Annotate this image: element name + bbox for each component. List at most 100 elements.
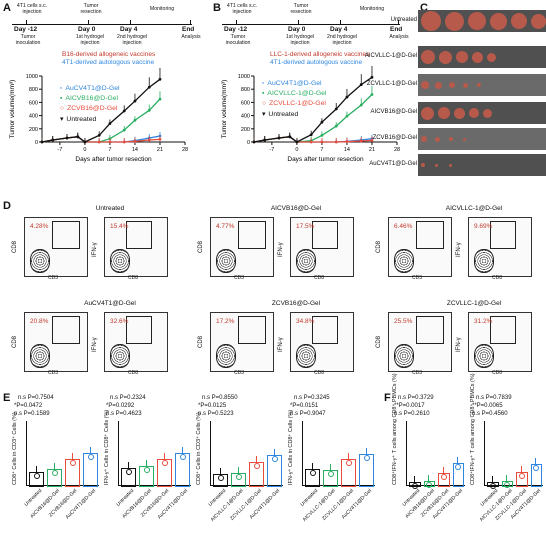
cd3-percentage: 25.5% [394, 318, 413, 325]
y-axis-label: CD8 [376, 240, 382, 253]
y-axis-label: CD8 [12, 335, 18, 348]
timeline-top-1: 4T1 cells s.c. injection [226, 3, 258, 15]
bar [359, 454, 374, 487]
tumor-specimen [472, 51, 483, 63]
data-point [411, 482, 418, 489]
data-point [158, 77, 162, 81]
series-line [41, 98, 161, 143]
gate-box [238, 316, 266, 344]
tumor-row [418, 74, 546, 96]
stat-label: n.s P=0.2610 [394, 411, 430, 417]
data-point [345, 95, 349, 99]
cd3-percentage: 6.46% [394, 223, 413, 230]
stat-label: n.s P=0.9047 [290, 411, 326, 417]
error-bar [535, 457, 537, 464]
flow-group-title: AICVLLC-1@D-Gel [445, 205, 503, 212]
data-point [370, 138, 374, 142]
data-point [320, 120, 324, 124]
data-point [345, 140, 349, 144]
data-point [345, 114, 349, 118]
bar [267, 455, 282, 487]
cd8-percentage: 15.4% [110, 223, 129, 230]
bar [305, 469, 320, 487]
day-label-3: Day 4 [120, 26, 138, 33]
legend-item: ○ ZCVB16@D-Gel [60, 105, 118, 112]
bar [121, 467, 136, 487]
data-point [122, 140, 126, 144]
timeline-bottom-3: 2nd hydrogel injection [327, 34, 357, 46]
flow-group-title: ZCVB16@D-Gel [271, 300, 321, 307]
data-point [65, 136, 69, 140]
cd3-plot [388, 312, 452, 372]
data-point [252, 140, 256, 144]
vaccine-line-1: B16-derived allogeneic vaccines [62, 51, 156, 58]
timeline-top-3: Monitoring [359, 6, 385, 12]
error-bar [127, 461, 129, 468]
data-point [334, 140, 338, 144]
gate-box [52, 221, 80, 249]
error-bar [491, 475, 493, 482]
x-axis-label: CD8 [492, 370, 503, 376]
data-point [440, 474, 447, 481]
gate-box [490, 221, 516, 249]
y-tick-label: 200 [29, 127, 38, 133]
bar [139, 465, 154, 487]
stat-label: *P=0.0472 [14, 403, 43, 409]
timeline-bottom-2: 1st hydrogel injection [75, 34, 105, 46]
data-point [295, 140, 299, 144]
vaccine-line-2: 4T1-derived autologous vaccine [62, 59, 155, 66]
panel-c-tumor-photo: Untreated AICVLLC-1@D-Gel ZCVLLC-1@D-Gel… [355, 8, 546, 178]
contour-plot [110, 344, 130, 368]
tumor-specimen [439, 50, 452, 64]
stat-label: n.s P=0.7504 [18, 395, 54, 401]
error-bar [181, 447, 183, 453]
data-point [426, 482, 433, 489]
contour-plot [296, 249, 316, 273]
x-axis-label: CD3 [48, 370, 59, 376]
tumor-specimen [463, 82, 468, 88]
y-tick-label: 400 [241, 114, 250, 120]
data-point [158, 137, 162, 141]
stat-label: n.s P=0.4623 [106, 411, 142, 417]
bar [249, 461, 264, 487]
y-tick-label: 1000 [26, 74, 38, 80]
error-bar [413, 475, 415, 482]
y-axis-label: Tumor volume(mm³) [221, 80, 228, 139]
panel-b-letter: B [213, 2, 221, 14]
vaccine-line-1: LLC-1-derived allogeneic vaccines [270, 51, 370, 58]
timeline-top-3: Monitoring [149, 6, 175, 12]
cd3-plot [24, 312, 88, 372]
stat-label: n.s P=0.1589 [14, 411, 50, 417]
x-axis-label: CD8 [128, 370, 139, 376]
data-point [147, 138, 151, 142]
plot-axes [302, 421, 375, 486]
data-point [334, 124, 338, 128]
cd8-percentage: 17.5% [296, 223, 315, 230]
tumor-row-label: AICVLLC-1@D-Gel [364, 53, 417, 59]
error-bar [428, 475, 430, 482]
gate-box [238, 221, 266, 249]
tumor-row-label: AuCV4T1@D-Gel [369, 161, 417, 167]
cd3-percentage: 20.8% [30, 318, 49, 325]
data-point [370, 93, 374, 96]
y-axis-label: Tumor volume(mm³) [9, 80, 16, 139]
y-axis-label: IFN-γ [92, 242, 98, 257]
stat-label: n.s P=0.7839 [476, 395, 512, 401]
data-point [235, 474, 242, 481]
y-axis-label: IFN-γ [278, 337, 284, 352]
data-point [359, 83, 363, 86]
tumor-row-label: ZCVB16@D-Gel [372, 135, 417, 141]
error-bar [520, 466, 522, 473]
data-point [133, 99, 137, 103]
data-point [253, 462, 260, 469]
x-axis-label: CD3 [234, 370, 245, 376]
stat-label: **P=0.0017 [394, 403, 425, 409]
timeline-bottom-1: Tumor inoculation [15, 34, 41, 46]
error-bar [329, 464, 331, 471]
y-axis-label: CD8⁺ Cells in CD3⁺ Cells (%) [196, 412, 202, 485]
x-tick-label: 7 [108, 147, 111, 153]
x-axis-label: CD8 [492, 275, 503, 281]
panel-f-letter: F [384, 392, 391, 404]
plot-axes [406, 421, 465, 486]
panel-d-letter: D [3, 200, 11, 212]
